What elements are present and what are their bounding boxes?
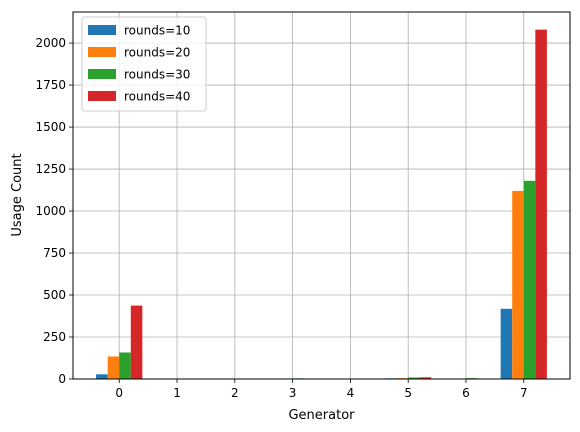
y-tick-label: 1000 [35, 204, 66, 218]
y-tick-label: 250 [43, 330, 66, 344]
legend: rounds=10 rounds=20 rounds=30 rounds=40 [81, 16, 207, 112]
legend-label: rounds=40 [124, 90, 190, 104]
legend-swatch [88, 69, 116, 79]
legend-swatch [88, 91, 116, 101]
x-tick-label: 2 [231, 386, 239, 400]
y-tick-label: 1250 [35, 162, 66, 176]
bar [119, 352, 131, 379]
bar [130, 305, 143, 379]
y-tick-label: 1750 [35, 78, 66, 92]
bar [96, 374, 108, 379]
y-tick-label: 0 [58, 372, 66, 386]
bar [408, 377, 420, 379]
y-tick-label: 750 [43, 246, 66, 260]
y-tick-label: 2000 [35, 36, 66, 50]
legend-label: rounds=30 [124, 68, 190, 82]
x-tick-label: 7 [520, 386, 528, 400]
bar [523, 180, 536, 379]
bar [500, 308, 513, 379]
x-tick-label: 4 [347, 386, 355, 400]
x-tick-label: 5 [404, 386, 412, 400]
legend-label: rounds=20 [124, 46, 190, 60]
y-tick-label: 1500 [35, 120, 66, 134]
legend-swatch [88, 25, 116, 35]
x-tick-label: 0 [115, 386, 123, 400]
plot-frame [72, 11, 571, 380]
bar [535, 29, 547, 379]
bar [512, 190, 524, 379]
y-tick-label: 500 [43, 288, 66, 302]
y-axis-label: Usage Count [10, 153, 25, 236]
legend-box [81, 16, 207, 112]
x-tick-label: 1 [173, 386, 181, 400]
x-tick-label: 3 [289, 386, 297, 400]
legend-label: rounds=10 [124, 24, 190, 38]
bar [419, 377, 432, 379]
x-tick-label: 6 [462, 386, 470, 400]
bars [96, 29, 547, 379]
x-axis-label: Generator [288, 408, 355, 423]
legend-swatch [88, 47, 116, 57]
bar [107, 356, 120, 379]
ticks: 0 250 500 750 1000 1250 1500 1750 2000 0 1 2 3 4 5 6 7 [35, 36, 527, 400]
